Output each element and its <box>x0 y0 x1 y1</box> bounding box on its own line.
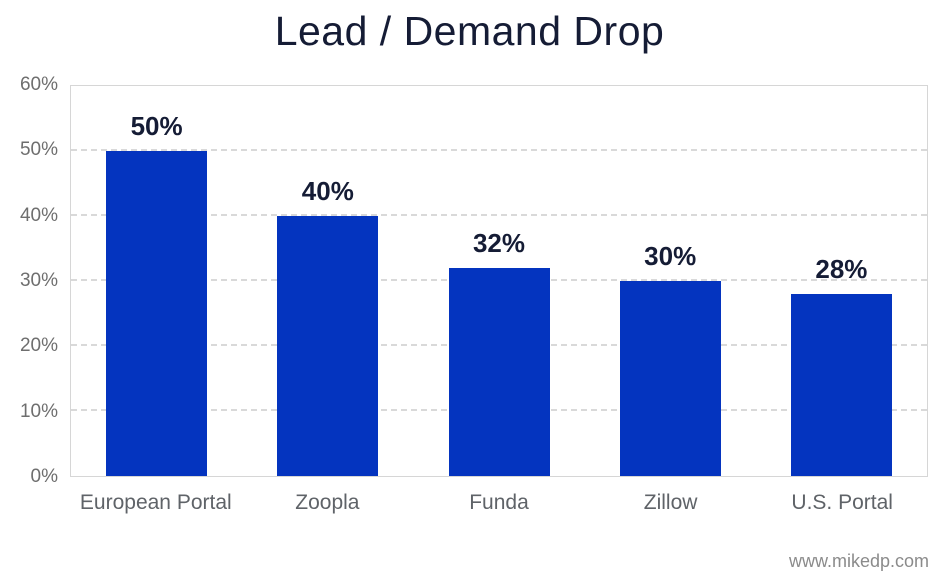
x-category-label: European Portal <box>79 491 232 514</box>
y-tick-label: 0% <box>30 466 58 487</box>
y-tick-label: 10% <box>19 400 58 422</box>
x-axis: European Portal Zoopla Funda Zillow U.S. Por… <box>70 491 928 521</box>
bar <box>619 281 721 476</box>
y-tick-label: 50% <box>19 139 58 161</box>
bar <box>448 268 550 476</box>
bar-value-label: 28% <box>815 254 868 284</box>
bar <box>277 216 379 476</box>
y-tick-label: 20% <box>19 335 58 357</box>
plot-area: 50% 40% 32% 30% 28% <box>70 85 928 477</box>
x-category-label: Funda <box>469 491 529 514</box>
bar-value-label: 30% <box>644 241 697 271</box>
bar <box>790 294 892 476</box>
gridline <box>71 214 927 217</box>
bar-value-label: 32% <box>472 228 526 259</box>
x-category-label: Zillow <box>643 491 698 514</box>
chart-title: Lead / Demand Drop <box>274 8 665 54</box>
bar-value-label: 40% <box>301 176 354 207</box>
y-tick-label: 40% <box>19 204 58 226</box>
bar <box>106 151 208 476</box>
x-category-label: Zoopla <box>295 491 360 514</box>
watermark: www.mikedp.com <box>788 551 929 571</box>
gridline <box>71 149 927 151</box>
y-axis: 0% 10% 20% 30% 40% 50% 60% <box>0 74 58 487</box>
bar-value-label: 50% <box>130 111 183 141</box>
y-tick-label: 60% <box>19 74 58 95</box>
y-tick-label: 30% <box>19 270 58 291</box>
x-category-label: U.S. Portal <box>791 491 893 514</box>
